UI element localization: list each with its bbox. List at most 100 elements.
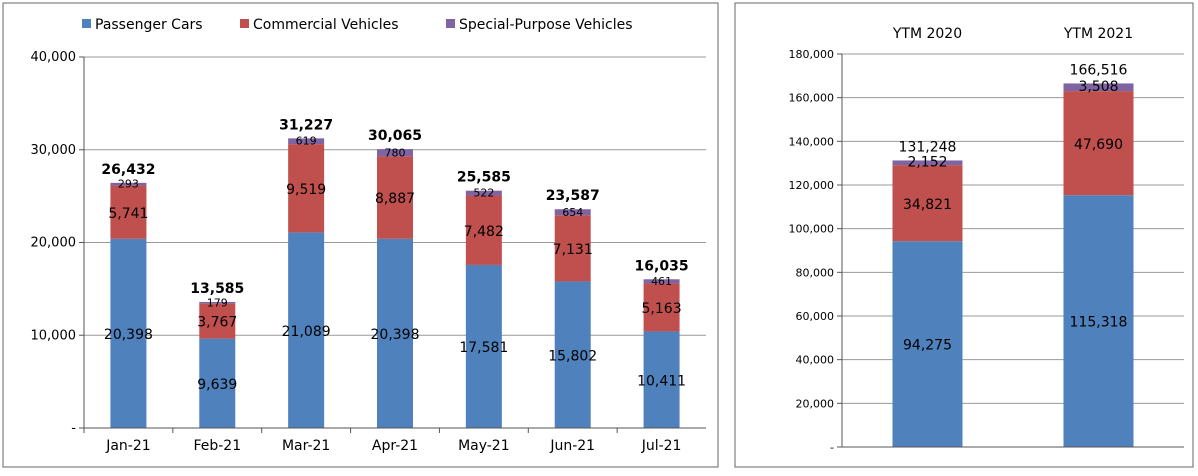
y-tick-label: 20,000: [796, 397, 835, 410]
bar-special-purpose-vehicles-jul-21: [643, 279, 680, 284]
legend-swatch-special-purpose-vehicles: [446, 19, 455, 28]
data-label-passenger-cars: 15,802: [548, 348, 597, 364]
legend-swatch-commercial-vehicles: [240, 19, 249, 28]
y-tick-label: 40,000: [796, 354, 835, 367]
bar-passenger-cars-ytm-2021: [1063, 195, 1134, 447]
legend-label-commercial-vehicles: Commercial Vehicles: [253, 17, 399, 33]
data-label-commercial-vehicles: 7,131: [553, 242, 593, 258]
data-label-commercial-vehicles: 3,767: [197, 315, 237, 331]
bar-special-purpose-vehicles-ytm-2021: [1063, 83, 1134, 92]
total-label: 31,227: [279, 117, 333, 133]
data-label-passenger-cars: 20,398: [104, 327, 153, 343]
legend-label-passenger-cars: Passenger Cars: [95, 17, 203, 33]
bar-commercial-vehicles-may-21: [465, 195, 502, 265]
total-label: 16,035: [635, 258, 689, 274]
bar-special-purpose-vehicles-mar-21: [288, 138, 325, 145]
y-tick-label: 10,000: [31, 328, 77, 343]
bar-special-purpose-vehicles-ytm-2020: [892, 160, 963, 166]
data-label-special-purpose-vehicles: 2,152: [907, 154, 947, 170]
bar-commercial-vehicles-feb-21: [199, 303, 236, 339]
y-tick-label: -: [71, 421, 76, 436]
data-label-passenger-cars: 20,398: [371, 327, 420, 343]
bars: [892, 83, 1134, 447]
data-label-special-purpose-vehicles: 293: [118, 178, 139, 191]
legend: Passenger Cars Commercial Vehicles Special…: [82, 17, 633, 33]
category-label: Apr-21: [372, 438, 418, 454]
data-label-passenger-cars: 17,581: [459, 340, 508, 356]
bar-commercial-vehicles-ytm-2020: [892, 165, 963, 242]
total-label: 30,065: [368, 128, 422, 144]
axes: - 10,000 20,000 30,000 40,000 Jan-21 Feb-21 Mar…: [31, 50, 706, 454]
bar-commercial-vehicles-jun-21: [554, 215, 591, 282]
data-label-commercial-vehicles: 7,482: [464, 224, 504, 240]
bar-special-purpose-vehicles-jan-21: [110, 182, 147, 186]
data-label-special-purpose-vehicles: 179: [207, 296, 228, 309]
category-label: YTM 2020: [892, 26, 962, 42]
y-tick-label: 30,000: [31, 143, 77, 158]
data-label-commercial-vehicles: 8,887: [375, 191, 415, 207]
bar-passenger-cars-apr-21: [377, 238, 413, 428]
category-label: YTM 2021: [1063, 26, 1133, 42]
category-label: May-21: [458, 438, 510, 454]
bar-passenger-cars-jul-21: [643, 331, 680, 428]
category-label: Mar-21: [282, 438, 330, 454]
y-tick-label: 100,000: [789, 223, 835, 236]
bar-commercial-vehicles-mar-21: [288, 144, 325, 233]
y-tick-label: 60,000: [796, 310, 835, 323]
data-label-special-purpose-vehicles: 780: [385, 146, 406, 159]
total-label: 13,585: [190, 281, 244, 297]
data-label-passenger-cars: 94,275: [903, 338, 952, 354]
total-label: 166,516: [1070, 62, 1128, 78]
legend-swatch-passenger-cars: [82, 19, 91, 28]
data-label-special-purpose-vehicles: 654: [562, 206, 583, 219]
total-label: 26,432: [101, 162, 155, 178]
y-tick-label: 140,000: [789, 135, 835, 148]
y-tick-label: 160,000: [789, 92, 835, 105]
data-label-passenger-cars: 10,411: [637, 373, 686, 389]
data-label-commercial-vehicles: 47,690: [1074, 137, 1123, 153]
bar-commercial-vehicles-jul-21: [643, 283, 680, 332]
axes: - 20,000 40,000 60,000 80,000 100,000 120,000 1…: [789, 26, 1184, 454]
data-label-commercial-vehicles: 5,741: [108, 206, 148, 222]
total-label: 25,585: [457, 170, 511, 186]
data-label-commercial-vehicles: 34,821: [903, 197, 952, 213]
bar-special-purpose-vehicles-apr-21: [377, 149, 413, 157]
data-label-passenger-cars: 115,318: [1070, 315, 1128, 331]
y-tick-label: -: [830, 441, 834, 454]
bar-commercial-vehicles-jan-21: [110, 185, 147, 239]
data-label-passenger-cars: 21,089: [282, 324, 331, 340]
legend-label-special-purpose-vehicles: Special-Purpose Vehicles: [459, 17, 633, 33]
y-tick-label: 80,000: [796, 266, 835, 279]
bar-passenger-cars-ytm-2020: [892, 241, 963, 447]
data-label-special-purpose-vehicles: 3,508: [1078, 79, 1118, 95]
bar-passenger-cars-may-21: [465, 264, 502, 428]
bar-passenger-cars-mar-21: [288, 232, 325, 428]
total-label: 23,587: [546, 188, 600, 204]
bar-passenger-cars-jan-21: [110, 238, 147, 428]
data-label-special-purpose-vehicles: 461: [651, 275, 672, 288]
y-tick-label: 180,000: [789, 48, 835, 61]
bar-commercial-vehicles-ytm-2021: [1063, 91, 1134, 196]
category-label: Jan-21: [105, 438, 150, 454]
data-label-commercial-vehicles: 9,519: [286, 182, 326, 198]
bar-passenger-cars-jun-21: [554, 281, 591, 428]
monthly-chart-panel: Passenger Cars Commercial Vehicles Special…: [2, 2, 719, 468]
category-label: Jun-21: [549, 438, 595, 454]
bar-special-purpose-vehicles-feb-21: [199, 301, 236, 304]
monthly-stacked-bar-chart: Passenger Cars Commercial Vehicles Special…: [2, 2, 719, 468]
bar-passenger-cars-feb-21: [199, 338, 236, 428]
bars: [110, 138, 680, 428]
category-label: Feb-21: [193, 438, 241, 454]
data-label-passenger-cars: 9,639: [197, 377, 237, 393]
data-label-commercial-vehicles: 5,163: [642, 301, 682, 317]
chart-frame: [2, 2, 719, 468]
bar-commercial-vehicles-apr-21: [377, 156, 413, 239]
bar-special-purpose-vehicles-jun-21: [554, 209, 591, 216]
category-label: Jul-21: [641, 438, 682, 454]
y-tick-label: 120,000: [789, 179, 835, 192]
total-label: 131,248: [899, 139, 957, 155]
data-label-special-purpose-vehicles: 522: [473, 187, 494, 200]
